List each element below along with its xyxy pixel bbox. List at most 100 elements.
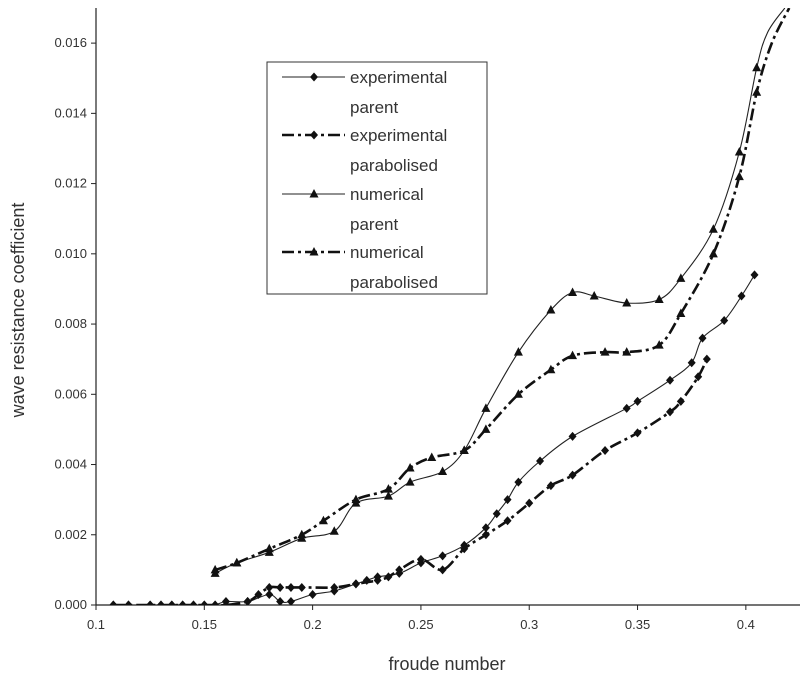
data-point [503, 495, 512, 505]
x-tick-label: 0.2 [304, 617, 322, 632]
data-point [460, 544, 469, 554]
data-point [221, 600, 230, 605]
legend-label: experimental parent [350, 68, 447, 117]
legend: experimental parent experimental parabolise… [266, 61, 488, 295]
data-point [589, 290, 599, 300]
data-point [734, 146, 744, 156]
data-point [211, 600, 220, 605]
x-tick-label: 0.25 [408, 617, 433, 632]
data-point [438, 551, 447, 561]
data-point [265, 589, 274, 599]
data-point [124, 600, 133, 605]
data-point [276, 582, 285, 592]
data-point [254, 589, 263, 599]
data-point [492, 509, 501, 519]
data-point [351, 579, 360, 589]
data-point [156, 600, 165, 605]
data-point [243, 596, 252, 605]
data-point [373, 575, 382, 585]
data-point [513, 347, 523, 356]
data-point [427, 452, 437, 462]
data-point [318, 515, 328, 525]
data-point [276, 596, 285, 605]
data-point [481, 530, 490, 540]
data-point [568, 350, 578, 360]
legend-marker [310, 72, 318, 82]
series-line [113, 274, 755, 605]
y-tick-label: 0.002 [54, 527, 87, 542]
x-tick-label: 0.3 [520, 617, 538, 632]
data-point [297, 529, 307, 539]
data-point [622, 347, 632, 356]
data-point [698, 333, 707, 343]
data-point [750, 270, 759, 280]
data-point [546, 481, 555, 491]
data-point [513, 389, 523, 398]
legend-box [266, 61, 488, 295]
data-point [189, 600, 198, 605]
data-point [601, 445, 610, 455]
data-point [702, 354, 711, 364]
data-point [265, 582, 274, 592]
data-point [568, 431, 577, 441]
y-tick-label: 0.008 [54, 316, 87, 331]
data-point [737, 291, 746, 301]
data-point [286, 596, 295, 605]
data-point [178, 600, 187, 605]
x-tick-label: 0.35 [625, 617, 650, 632]
series-experimental-parent [109, 270, 759, 605]
y-tick-label: 0.014 [54, 105, 87, 120]
data-point [622, 297, 632, 307]
y-tick-label: 0.012 [54, 176, 87, 191]
data-point [622, 403, 631, 413]
data-point [459, 445, 469, 454]
data-point [536, 456, 545, 466]
data-point [666, 375, 675, 385]
data-point [200, 600, 209, 605]
data-point [481, 403, 491, 412]
y-tick-label: 0.016 [54, 35, 87, 50]
legend-item: experimental parent [282, 68, 447, 117]
legend-label: numerical parabolised [350, 243, 438, 292]
data-point [481, 424, 491, 433]
series-experimental-parabolised [109, 354, 711, 605]
data-point [210, 564, 220, 574]
x-tick-label: 0.1 [87, 617, 105, 632]
data-point [654, 340, 664, 349]
data-point [503, 516, 512, 526]
data-point [232, 557, 242, 567]
data-point [525, 498, 534, 508]
data-point [405, 463, 415, 472]
data-point [687, 358, 696, 368]
axes: 0.000 0.002 0.004 0.006 0.008 0.010 0.012 0.014… [54, 8, 800, 632]
data-point [395, 565, 404, 575]
legend-marker [309, 189, 319, 198]
series-layer [109, 8, 791, 605]
y-tick-label: 0.000 [54, 597, 87, 612]
data-point [416, 554, 425, 564]
legend-items: experimental parent experimental parabolise… [282, 68, 447, 292]
data-point [676, 308, 686, 318]
data-point [694, 372, 703, 382]
data-point [546, 364, 556, 374]
data-point [329, 526, 339, 535]
data-point [568, 470, 577, 480]
data-point [351, 494, 361, 504]
legend-label: numerical parent [350, 185, 424, 234]
data-point [330, 582, 339, 592]
data-point [405, 477, 415, 486]
legend-item: numerical parabolised [282, 243, 438, 292]
legend-item: experimental parabolised [282, 126, 447, 175]
x-tick-label: 0.15 [192, 617, 217, 632]
data-point [383, 484, 393, 493]
data-point [676, 273, 686, 282]
data-point [383, 491, 393, 500]
data-point [633, 428, 642, 438]
data-point [720, 316, 729, 326]
legend-marker [310, 130, 318, 140]
data-point [481, 523, 490, 533]
data-point [167, 600, 176, 605]
data-point [546, 305, 556, 314]
data-point [654, 294, 664, 303]
legend-label: experimental parabolised [350, 126, 447, 175]
